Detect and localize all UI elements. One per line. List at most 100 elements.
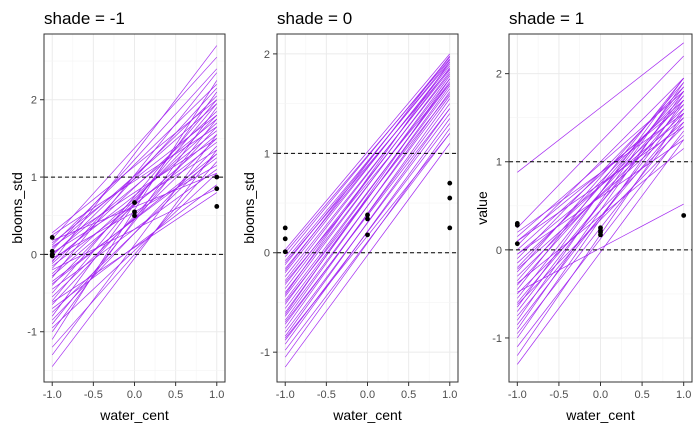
panel-title: shade = 0 (277, 9, 352, 28)
posterior-line (52, 153, 217, 285)
posterior-line (284, 78, 451, 315)
posterior-line (52, 114, 217, 244)
x-tick-label: -1.0 (43, 389, 62, 401)
data-point (49, 253, 55, 259)
y-tick-label: -1 (260, 347, 270, 359)
posterior-line (51, 103, 218, 249)
posterior-line (284, 93, 451, 303)
posterior-line (517, 130, 684, 347)
posterior-line (284, 55, 451, 271)
data-point (681, 213, 687, 218)
posterior-line (517, 55, 684, 229)
posterior-line (52, 99, 217, 234)
posterior-line (517, 135, 684, 305)
posterior-line (284, 95, 451, 317)
x-tick-label: 0.5 (634, 389, 649, 401)
y-tick-label: 1 (31, 172, 37, 184)
posterior-line (51, 118, 218, 325)
posterior-line (51, 68, 218, 251)
posterior-line (51, 122, 218, 274)
x-tick-label: 0.0 (127, 389, 142, 401)
posterior-line (517, 82, 684, 273)
y-tick-label: 0 (496, 245, 502, 257)
y-tick-label: 1 (264, 148, 270, 160)
x-tick-label: 1.0 (442, 389, 457, 401)
x-tick-label: 1.0 (676, 389, 691, 401)
data-point (49, 234, 55, 240)
posterior-line (51, 45, 218, 263)
x-tick-label: -0.5 (549, 389, 568, 401)
posterior-lines (517, 42, 684, 365)
x-tick-label: -0.5 (317, 389, 336, 401)
posterior-line (284, 61, 451, 261)
posterior-line (52, 126, 217, 236)
posterior-line (51, 161, 218, 348)
posterior-line (51, 56, 218, 240)
data-point (447, 195, 453, 201)
y-tick-label: 1 (496, 157, 502, 169)
posterior-line (284, 133, 451, 351)
posterior-line (517, 113, 684, 233)
posterior-line (51, 134, 218, 277)
posterior-line (284, 61, 451, 295)
x-tick-label: 1.0 (209, 389, 224, 401)
posterior-line (517, 126, 684, 295)
posterior-line (52, 192, 217, 303)
data-point (214, 174, 220, 180)
posterior-line (51, 172, 218, 329)
y-axis-label: value (474, 191, 490, 225)
posterior-lines (284, 53, 451, 368)
posterior-line (51, 72, 218, 278)
posterior-line (284, 128, 451, 358)
x-tick-label: 0.5 (401, 389, 416, 401)
data-point (132, 209, 137, 215)
posterior-line (284, 56, 451, 257)
data-point (132, 213, 137, 219)
data-point (514, 222, 520, 228)
x-tick-label: -1.0 (276, 389, 295, 401)
data-point (447, 180, 453, 186)
posterior-line (517, 95, 684, 268)
data-point (132, 200, 137, 205)
data-point (447, 225, 453, 231)
posterior-line (284, 67, 451, 281)
posterior-line (517, 99, 684, 251)
data-point (365, 216, 370, 222)
y-axis-label: blooms_std (241, 172, 257, 244)
posterior-line (517, 139, 684, 255)
posterior-line (284, 63, 451, 273)
posterior-line (51, 149, 218, 367)
posterior-line (52, 118, 217, 255)
posterior-line (284, 78, 451, 293)
posterior-line (517, 203, 684, 293)
posterior-line (517, 148, 684, 284)
y-tick-label: 2 (264, 49, 270, 61)
y-tick-label: 2 (496, 69, 502, 81)
data-point (514, 241, 520, 247)
panel-shade-minus-1: shade = -1 water_cent blooms_std -1.0 -0.… (9, 9, 226, 423)
data-points (49, 174, 220, 259)
posterior-line (52, 172, 217, 241)
data-points (514, 213, 687, 247)
grid (509, 34, 692, 383)
panel-shade-0: shade = 0 water_cent blooms_std -1.0 -0.5… (241, 9, 459, 423)
posterior-line (52, 130, 217, 261)
panel-shade-1: shade = 1 water_cent value -1.0 -0.5 0.0 0.… (474, 9, 693, 423)
data-point (214, 204, 220, 209)
data-point (214, 186, 220, 192)
posterior-line (517, 42, 684, 173)
data-points (282, 180, 453, 255)
posterior-line (517, 117, 684, 317)
x-axis-label: water_cent (99, 407, 169, 423)
posterior-line (517, 117, 684, 255)
posterior-line (52, 138, 217, 247)
posterior-line (517, 139, 684, 365)
y-tick-label: 0 (264, 248, 270, 260)
y-tick-label: -1 (492, 333, 502, 345)
posterior-line (284, 113, 451, 333)
posterior-line (517, 126, 684, 242)
posterior-line (51, 84, 218, 246)
posterior-line (284, 143, 451, 368)
posterior-line (284, 69, 451, 277)
posterior-line (52, 188, 217, 271)
